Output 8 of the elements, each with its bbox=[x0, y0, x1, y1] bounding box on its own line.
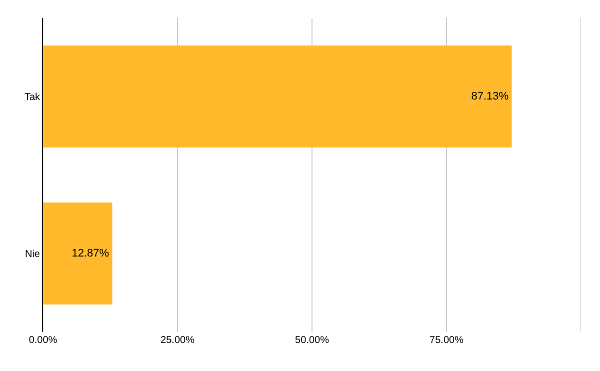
x-tick-label: 50.00% bbox=[295, 335, 330, 346]
x-tick-label: 0.00% bbox=[28, 335, 58, 346]
y-tick-label: Nie bbox=[24, 249, 40, 260]
y-tick-label: Tak bbox=[24, 92, 41, 103]
x-tick-label: 75.00% bbox=[430, 335, 464, 346]
x-tick-label: 25.00% bbox=[160, 335, 195, 346]
data-label: 87.13% bbox=[471, 90, 509, 103]
data-label: 12.87% bbox=[72, 248, 110, 260]
